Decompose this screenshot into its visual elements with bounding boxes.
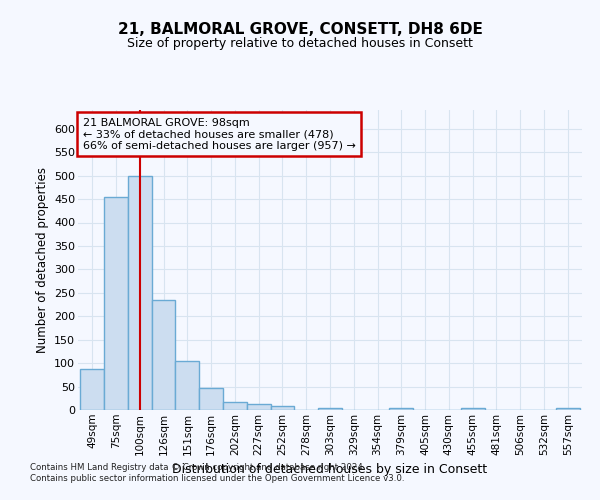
Text: Contains HM Land Registry data © Crown copyright and database right 2024.: Contains HM Land Registry data © Crown c… [30,462,365,471]
Bar [199,388,223,410]
Bar [389,408,413,410]
Y-axis label: Number of detached properties: Number of detached properties [35,167,49,353]
Text: Size of property relative to detached houses in Consett: Size of property relative to detached ho… [127,38,473,51]
X-axis label: Distribution of detached houses by size in Consett: Distribution of detached houses by size … [172,463,488,476]
Bar [556,408,580,410]
Bar [80,369,104,410]
Bar [175,361,199,410]
Text: 21 BALMORAL GROVE: 98sqm
← 33% of detached houses are smaller (478)
66% of semi-: 21 BALMORAL GROVE: 98sqm ← 33% of detach… [83,118,356,150]
Bar [247,404,271,410]
Bar [461,408,485,410]
Bar [104,196,128,410]
Text: Contains public sector information licensed under the Open Government Licence v3: Contains public sector information licen… [30,474,404,483]
Bar [128,176,152,410]
Bar [271,406,295,410]
Text: 21, BALMORAL GROVE, CONSETT, DH8 6DE: 21, BALMORAL GROVE, CONSETT, DH8 6DE [118,22,482,38]
Bar [318,408,342,410]
Bar [223,402,247,410]
Bar [152,300,175,410]
